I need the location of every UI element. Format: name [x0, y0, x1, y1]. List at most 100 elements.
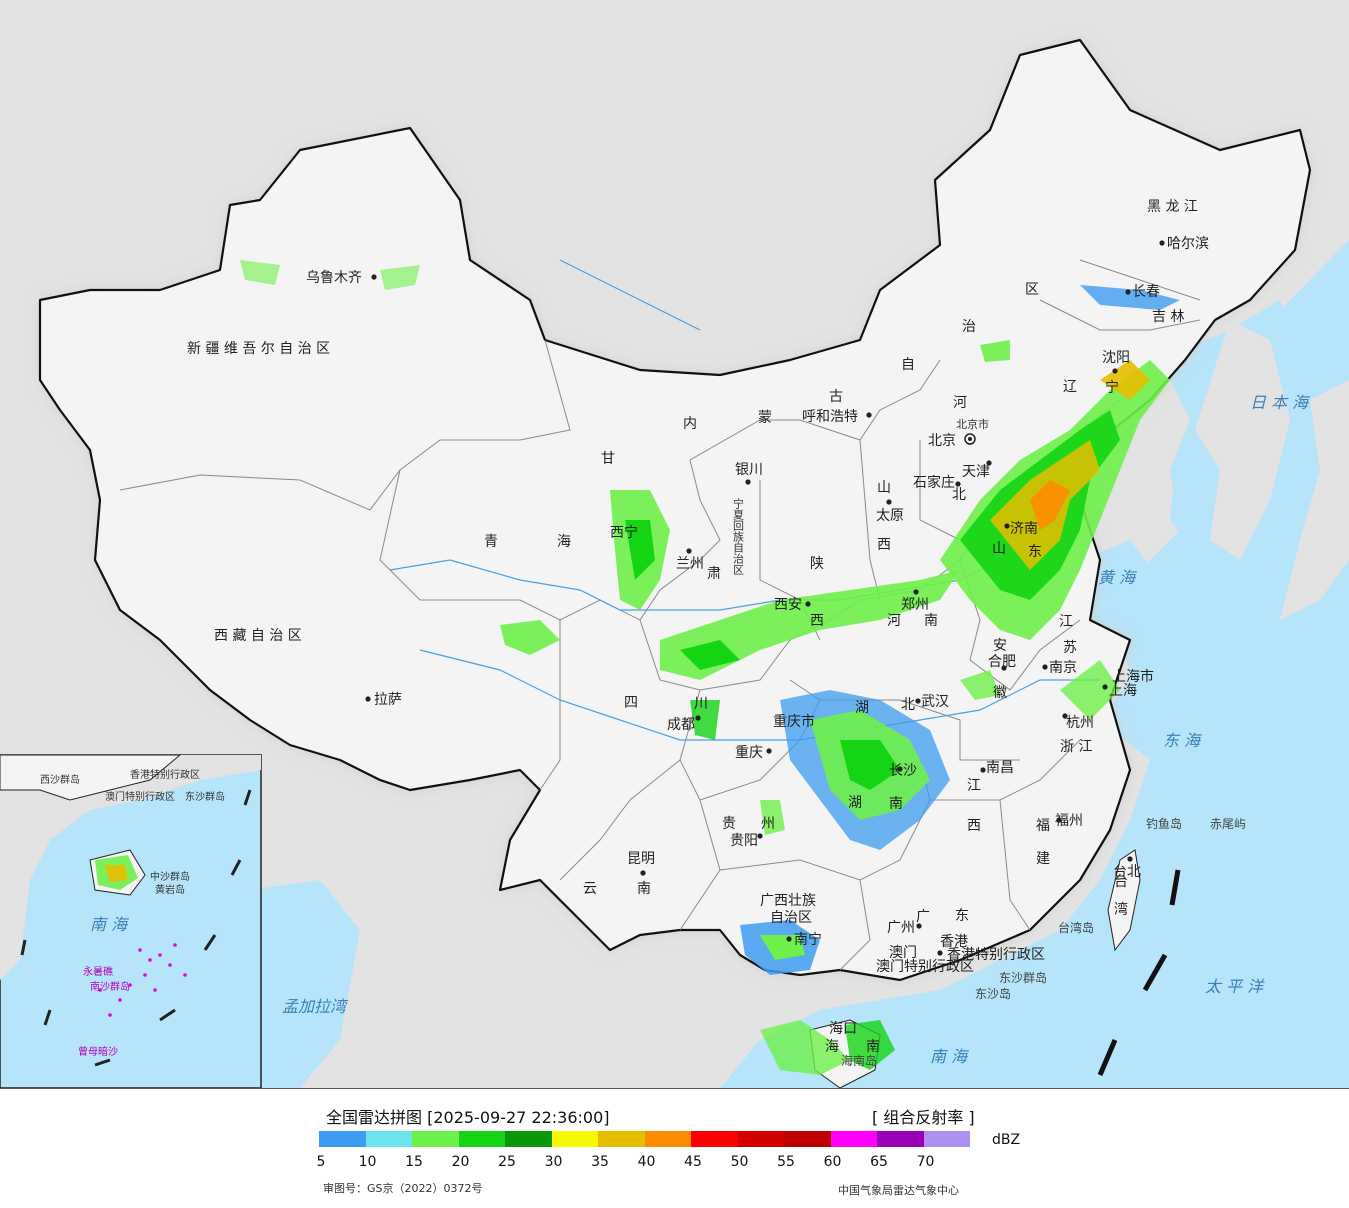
label-ningxia: 宁夏回族自治区	[732, 497, 745, 575]
inset-label-dongsha: 东沙群岛	[185, 790, 225, 803]
scale-swatch	[598, 1131, 645, 1147]
label-neimenggu-3: 古	[829, 389, 843, 405]
scale-tick-label: 20	[451, 1154, 470, 1170]
city-hefei: 合肥	[988, 654, 1016, 670]
city-shanghai: 上海	[1109, 683, 1137, 699]
inset-label-south-sea: 南 海	[90, 915, 129, 934]
city-hangzhou: 杭州	[1066, 715, 1094, 731]
city-guangzhou: 广州	[887, 920, 915, 936]
label-japan-sea: 日 本 海	[1250, 393, 1310, 412]
label-neimenggu-1: 内	[683, 416, 697, 432]
city-dot	[757, 833, 763, 839]
city-urumqi: 乌鲁木齐	[306, 270, 362, 286]
city-taiyuan: 太原	[876, 508, 904, 524]
scale-tick-label: 65	[870, 1154, 888, 1170]
label-anhui-1: 安	[993, 638, 1007, 654]
label-macao: 澳门特别行政区	[876, 959, 974, 975]
label-anhui-2: 徽	[993, 685, 1007, 701]
city-dot	[1001, 665, 1007, 671]
city-beijing: 北京	[928, 433, 956, 449]
city-haikou: 海口	[829, 1021, 857, 1037]
scale-tick-label: 30	[544, 1154, 563, 1170]
taiwan-island-shape	[1107, 849, 1141, 952]
inset-islands	[98, 943, 187, 1017]
scale-swatch	[551, 1131, 598, 1147]
map-area: 新 疆 维 吾 尔 自 治 区 西 藏 自 治 区 青 海 甘 肃 内 蒙 古 …	[0, 0, 1349, 1089]
scale-swatch	[784, 1131, 831, 1147]
city-dot	[915, 698, 921, 704]
label-jiangsu-2: 苏	[1063, 640, 1077, 656]
city-dot	[1159, 240, 1165, 246]
label-henan-2: 南	[924, 613, 938, 629]
scale-tick-label: 40	[637, 1154, 656, 1170]
label-chiwei: 赤尾屿	[1210, 817, 1246, 831]
label-taiwan-island: 台湾岛	[1058, 920, 1094, 935]
scale-tick-label: 55	[777, 1154, 795, 1170]
city-nanjing: 南京	[1049, 660, 1077, 676]
inset-dashline	[20, 789, 252, 1067]
city-lanzhou: 兰州	[676, 556, 704, 572]
city-jinan: 济南	[1010, 521, 1038, 537]
city-dot	[695, 715, 701, 721]
legend-title: 全国雷达拼图 [2025-09-27 22:36:00]	[326, 1108, 610, 1127]
scale-swatch	[458, 1131, 505, 1147]
label-hebei-2: 北	[952, 487, 966, 503]
label-dongsha-dao: 东沙岛	[975, 986, 1011, 1001]
label-hunan-2: 南	[889, 796, 903, 812]
dash-line-main	[1097, 869, 1181, 1076]
label-fujian-1: 福	[1036, 818, 1050, 834]
city-dot	[980, 767, 986, 773]
inset-label-zengmu: 曾母暗沙	[78, 1045, 118, 1058]
city-nanning: 南宁	[794, 931, 822, 948]
city-dot	[365, 696, 371, 702]
radar-echoes	[240, 260, 1180, 1075]
city-changchun: 长春	[1132, 284, 1160, 300]
city-dot	[913, 589, 919, 595]
city-chongqing: 重庆	[735, 745, 763, 761]
scale-tick-label: 50	[730, 1154, 749, 1170]
label-yellow-sea: 黄 海	[1098, 568, 1137, 587]
label-dongsha-qundao: 东沙群岛	[999, 970, 1047, 985]
city-kunming: 昆明	[627, 851, 655, 867]
inset-land	[0, 755, 261, 980]
label-hongkong: 香港特别行政区	[947, 947, 1045, 963]
city-harbin: 哈尔滨	[1167, 236, 1209, 252]
label-henan-1: 河	[887, 613, 901, 629]
inset-label-yongshu: 永暑礁	[83, 965, 113, 978]
city-shijiazhuang: 石家庄	[913, 474, 955, 491]
city-lhasa: 拉萨	[374, 692, 402, 708]
scale-swatch	[412, 1131, 459, 1147]
label-gansu-1: 甘	[601, 451, 615, 467]
city-nanchang: 南昌	[986, 760, 1014, 776]
scale-swatch	[505, 1131, 552, 1147]
china-map: 新 疆 维 吾 尔 自 治 区 西 藏 自 治 区 青 海 甘 肃 内 蒙 古 …	[0, 0, 1349, 1088]
label-sichuan-2: 川	[694, 696, 708, 712]
city-dot	[1042, 664, 1048, 670]
city-dot	[986, 460, 992, 466]
city-dot	[1112, 368, 1118, 374]
city-dot	[1004, 523, 1010, 529]
label-shanxi-1: 山	[877, 480, 891, 496]
approval-number: 审图号：GS京（2022）0372号	[323, 1182, 483, 1195]
city-xian: 西安	[774, 597, 802, 613]
label-guangdong-2: 东	[955, 908, 969, 924]
label-xinjiang: 新 疆 维 吾 尔 自 治 区	[187, 341, 330, 357]
label-neimenggu-2: 蒙	[758, 410, 772, 426]
label-hainan-2: 南	[866, 1039, 880, 1055]
legend-panel	[0, 1089, 1349, 1208]
label-shandong-1: 山	[992, 541, 1006, 557]
label-diaoyu: 钓鱼岛	[1146, 816, 1182, 831]
city-chengdu: 成都	[667, 717, 695, 733]
city-dot	[745, 479, 751, 485]
label-neimenggu-6: 区	[1025, 282, 1039, 298]
label-taiwan-1: 台	[1114, 874, 1128, 890]
color-scale	[319, 1131, 970, 1147]
label-heilongjiang: 黑 龙 江	[1147, 199, 1198, 215]
city-dot	[886, 499, 892, 505]
label-liaoning-2: 宁	[1105, 379, 1119, 396]
label-shaanxi-1: 陕	[810, 556, 824, 572]
scale-tick-label: 5	[316, 1154, 326, 1170]
japan-land	[1280, 380, 1349, 620]
label-guizhou-2: 州	[761, 816, 775, 832]
